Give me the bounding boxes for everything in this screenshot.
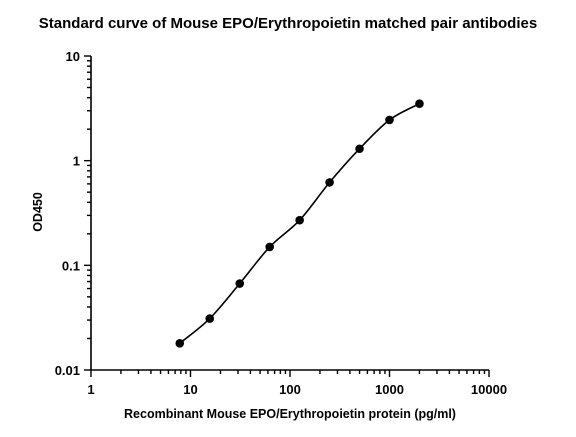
x-tick-label: 1: [87, 382, 94, 397]
data-point: [265, 242, 274, 252]
x-axis-label: Recombinant Mouse EPO/Erythropoietin pro…: [124, 407, 456, 421]
data-point: [175, 338, 185, 348]
y-tick-label: 10: [66, 49, 80, 64]
axes: [90, 56, 489, 371]
x-tick-label: 10: [183, 382, 197, 397]
y-tick-label: 0.01: [55, 363, 80, 378]
data-point: [415, 99, 424, 109]
x-tick-label: 10000: [471, 382, 507, 397]
y-axis-label: OD450: [31, 192, 45, 232]
data-points: [175, 99, 424, 348]
data-point: [355, 144, 364, 154]
chart-title: Standard curve of Mouse EPO/Erythropoiet…: [39, 15, 537, 32]
x-tick-label: 1000: [375, 382, 404, 397]
data-point: [385, 115, 394, 125]
data-point: [295, 215, 304, 225]
x-tick-label: 100: [279, 382, 301, 397]
ticks: 1 10 100 1000 10000 0.01 0.1 1 10: [55, 49, 507, 397]
data-point: [235, 279, 245, 288]
data-point: [325, 178, 334, 187]
y-tick-label: 1: [73, 154, 80, 169]
y-tick-label: 0.1: [62, 258, 80, 273]
data-point: [205, 314, 215, 323]
